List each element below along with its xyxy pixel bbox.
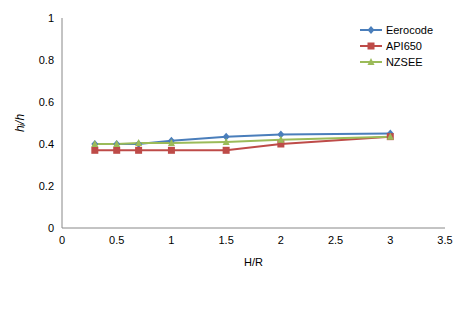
svg-text:2.5: 2.5 <box>328 234 343 246</box>
html-text:API650: API650 <box>385 40 422 52</box>
svg-text:3: 3 <box>387 234 393 246</box>
svg-text:hᵢ/h: hᵢ/h <box>13 114 27 133</box>
svg-text:0.4: 0.4 <box>39 138 54 150</box>
svg-text:1.5: 1.5 <box>218 234 233 246</box>
html-text:Eerocode: Eerocode <box>385 24 433 36</box>
svg-text:1: 1 <box>48 12 54 24</box>
svg-text:0: 0 <box>48 222 54 234</box>
svg-text:0.8: 0.8 <box>39 54 54 66</box>
svg-text:0.5: 0.5 <box>109 234 124 246</box>
svg-text:3.5: 3.5 <box>437 234 452 246</box>
svg-text:2: 2 <box>278 234 284 246</box>
html-text:NZSEE: NZSEE <box>385 56 423 68</box>
svg-text:0.2: 0.2 <box>39 180 54 192</box>
svg-text:0: 0 <box>59 234 65 246</box>
svg-text:0.6: 0.6 <box>39 96 54 108</box>
svg-text:H/R: H/R <box>244 256 263 268</box>
svg-text:1: 1 <box>168 234 174 246</box>
